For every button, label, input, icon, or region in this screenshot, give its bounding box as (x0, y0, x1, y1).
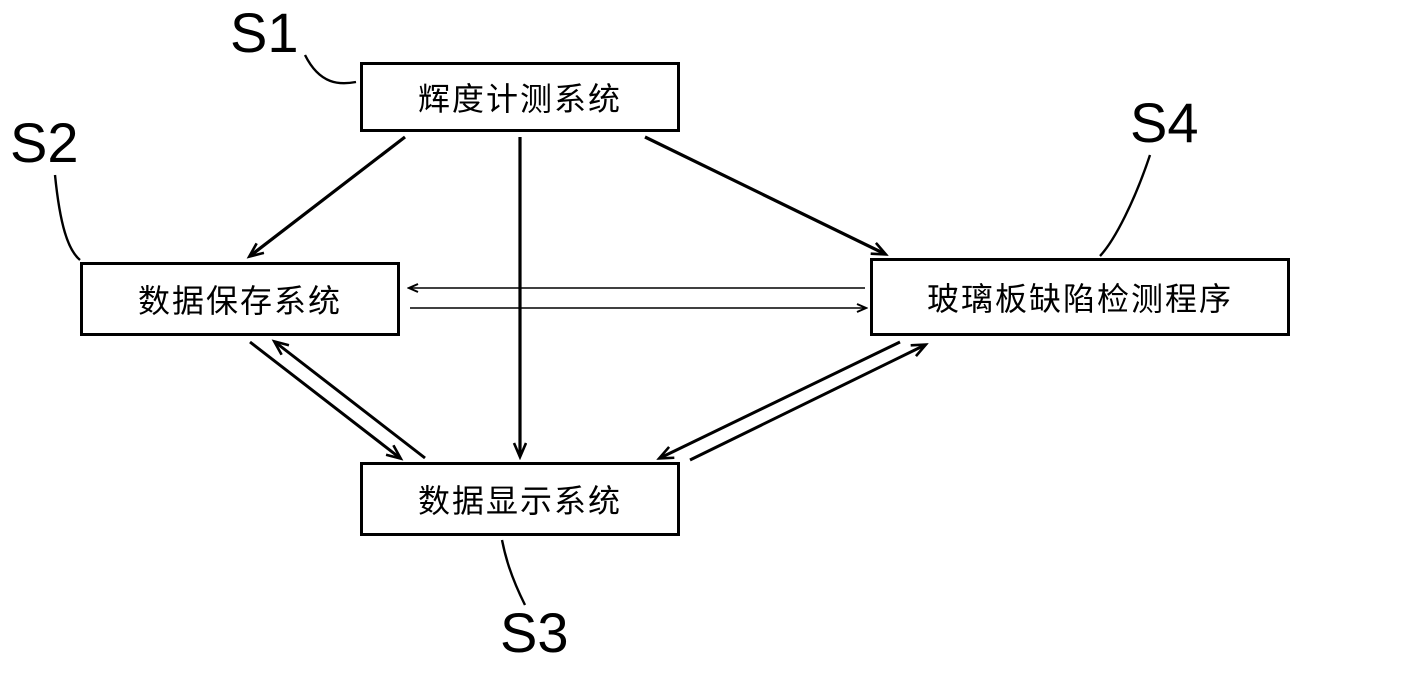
node-s3-text: 数据显示系统 (418, 476, 622, 522)
edge-s2-s3-b (275, 342, 425, 458)
leader-s1 (305, 55, 356, 83)
node-s1-text: 辉度计测系统 (418, 74, 622, 120)
node-s2-text: 数据保存系统 (138, 276, 342, 322)
diagram-stage: 辉度计测系统 数据保存系统 数据显示系统 玻璃板缺陷检测程序 S1 S2 S3 … (0, 0, 1425, 686)
node-s2: 数据保存系统 (80, 262, 400, 336)
label-s4: S4 (1130, 90, 1199, 155)
label-s1: S1 (230, 0, 299, 65)
label-s3: S3 (500, 600, 569, 665)
node-s3: 数据显示系统 (360, 462, 680, 536)
edge-s4-s3-a (660, 342, 900, 458)
leader-s3 (502, 540, 525, 605)
edge-s1-s2 (250, 137, 405, 256)
label-s2: S2 (10, 110, 79, 175)
leader-s2 (55, 175, 80, 260)
node-s4: 玻璃板缺陷检测程序 (870, 258, 1290, 336)
arrows-layer (0, 0, 1425, 686)
edge-s4-s3-b (690, 345, 925, 460)
node-s1: 辉度计测系统 (360, 62, 680, 132)
edge-s2-s3-a (250, 342, 400, 458)
leader-s4 (1100, 155, 1150, 256)
edge-s1-s4 (645, 137, 885, 254)
node-s4-text: 玻璃板缺陷检测程序 (927, 274, 1233, 320)
